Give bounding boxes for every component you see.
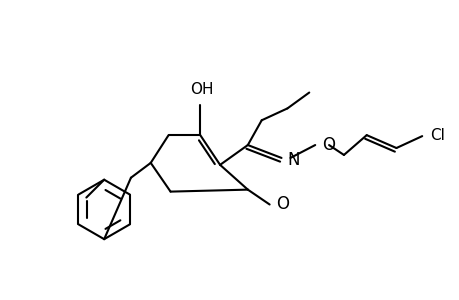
Text: N: N <box>287 151 299 169</box>
Text: OH: OH <box>190 82 213 98</box>
Text: Cl: Cl <box>429 128 444 142</box>
Text: O: O <box>321 136 335 154</box>
Text: O: O <box>276 196 289 214</box>
